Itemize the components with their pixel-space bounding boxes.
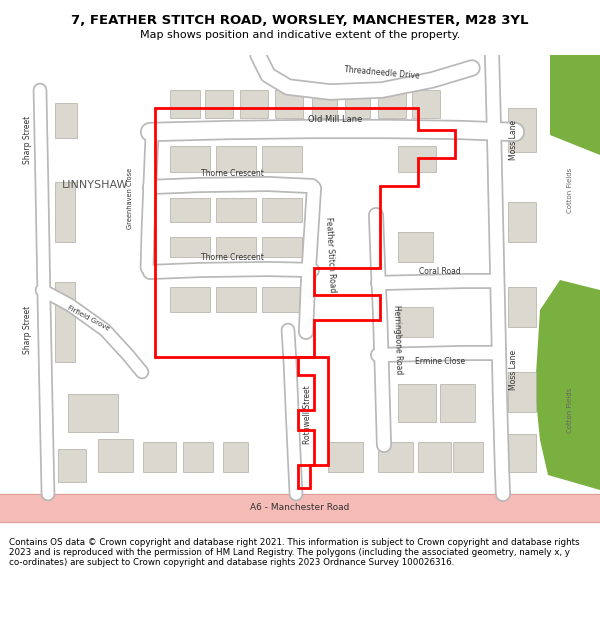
Bar xyxy=(398,232,433,262)
Bar xyxy=(378,442,413,472)
Text: Moss Lane: Moss Lane xyxy=(509,350,517,390)
Bar xyxy=(418,442,451,472)
Text: Ermine Close: Ermine Close xyxy=(415,357,465,366)
Bar xyxy=(223,442,248,472)
Text: Sharp Street: Sharp Street xyxy=(23,306,32,354)
Bar xyxy=(98,439,133,472)
Bar xyxy=(55,182,75,242)
Text: Contains OS data © Crown copyright and database right 2021. This information is : Contains OS data © Crown copyright and d… xyxy=(9,538,580,568)
Text: Feather Stitch Road: Feather Stitch Road xyxy=(323,217,337,293)
Bar xyxy=(183,442,213,472)
Bar xyxy=(262,287,302,312)
Polygon shape xyxy=(550,55,600,155)
Bar xyxy=(508,108,536,152)
Text: Cotton Fields: Cotton Fields xyxy=(567,168,573,212)
Text: Cotton Fields: Cotton Fields xyxy=(567,388,573,432)
Polygon shape xyxy=(535,280,600,490)
Bar xyxy=(508,287,536,327)
Text: Sharp Street: Sharp Street xyxy=(23,116,32,164)
Bar xyxy=(412,90,440,118)
Bar xyxy=(170,146,210,172)
Text: Threadneedle Drive: Threadneedle Drive xyxy=(344,65,420,81)
Bar xyxy=(398,146,436,172)
Bar xyxy=(216,287,256,312)
Bar xyxy=(345,90,370,118)
Text: 7, FEATHER STITCH ROAD, WORSLEY, MANCHESTER, M28 3YL: 7, FEATHER STITCH ROAD, WORSLEY, MANCHES… xyxy=(71,14,529,27)
Bar xyxy=(508,434,536,472)
Bar xyxy=(170,237,210,257)
Bar xyxy=(205,90,233,118)
Text: LINNYSHAW: LINNYSHAW xyxy=(62,180,128,190)
Bar xyxy=(328,442,363,472)
Bar xyxy=(68,394,118,432)
Text: A6 - Manchester Road: A6 - Manchester Road xyxy=(250,504,350,512)
Bar xyxy=(398,384,436,422)
Bar xyxy=(398,307,433,337)
Bar xyxy=(143,442,176,472)
Text: Firfield Grove: Firfield Grove xyxy=(66,304,110,332)
Bar xyxy=(453,442,483,472)
Text: Herringbone Road: Herringbone Road xyxy=(392,305,404,375)
Bar xyxy=(262,237,302,257)
Bar xyxy=(58,449,86,482)
Text: Map shows position and indicative extent of the property.: Map shows position and indicative extent… xyxy=(140,29,460,39)
Bar xyxy=(55,282,75,362)
Bar xyxy=(170,198,210,222)
Text: Coral Road: Coral Road xyxy=(419,268,461,276)
Text: Thorne Crescent: Thorne Crescent xyxy=(200,169,263,179)
Bar xyxy=(378,90,406,118)
Text: Old Mill Lane: Old Mill Lane xyxy=(308,116,362,124)
Bar xyxy=(240,90,268,118)
Bar xyxy=(508,372,536,412)
Text: Moss Lane: Moss Lane xyxy=(509,120,517,160)
Text: Thorne Crescent: Thorne Crescent xyxy=(200,254,263,262)
Bar xyxy=(275,90,303,118)
Bar xyxy=(170,90,200,118)
Bar xyxy=(262,198,302,222)
Bar xyxy=(216,146,256,172)
Text: Greenhaven Close: Greenhaven Close xyxy=(127,168,133,229)
Bar xyxy=(508,202,536,242)
Bar xyxy=(312,90,337,118)
Text: Rothwell Street: Rothwell Street xyxy=(302,386,311,444)
Bar xyxy=(55,103,77,138)
Bar xyxy=(262,146,302,172)
Bar xyxy=(216,198,256,222)
Bar xyxy=(440,384,475,422)
Bar xyxy=(170,287,210,312)
Bar xyxy=(216,237,256,257)
